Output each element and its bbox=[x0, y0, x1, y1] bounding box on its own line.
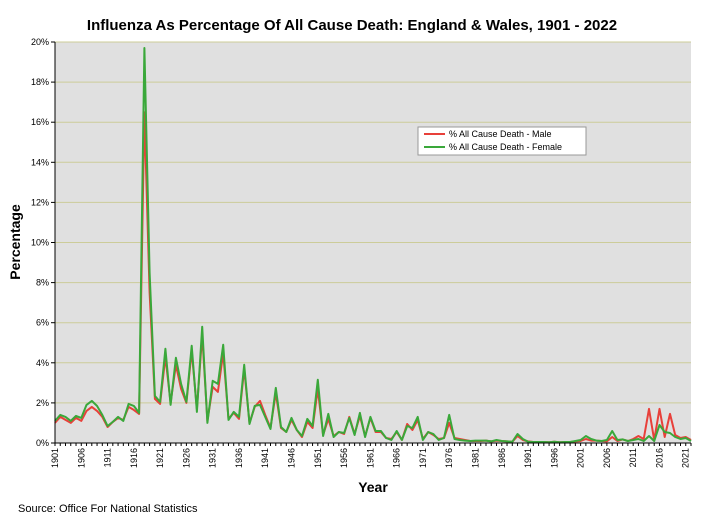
x-tick-label: 2021 bbox=[681, 448, 691, 468]
legend-box bbox=[417, 126, 587, 156]
x-tick-label: 1986 bbox=[497, 448, 507, 468]
x-tick-label: 1921 bbox=[155, 448, 165, 468]
x-tick-label: 1916 bbox=[129, 448, 139, 468]
x-tick-label: 1976 bbox=[444, 448, 454, 468]
x-tick-label: 1946 bbox=[287, 448, 297, 468]
x-tick-label: 1936 bbox=[234, 448, 244, 468]
x-axis-title: Year bbox=[358, 479, 388, 495]
gridlines bbox=[55, 41, 691, 404]
y-tick-label: 14% bbox=[31, 157, 49, 167]
y-tick-label: 10% bbox=[31, 238, 49, 248]
y-tick-label: 16% bbox=[31, 117, 49, 127]
legend-label-male: % All Cause Death - Male bbox=[449, 129, 552, 139]
x-tick-label: 1996 bbox=[549, 448, 559, 468]
y-tick-label: 18% bbox=[31, 77, 49, 87]
y-tick-label: 4% bbox=[36, 358, 49, 368]
x-tick-label: 2006 bbox=[602, 448, 612, 468]
x-tick-label: 1941 bbox=[260, 448, 270, 468]
x-tick-label: 1901 bbox=[50, 448, 60, 468]
chart-title: Influenza As Percentage Of All Cause Dea… bbox=[87, 17, 617, 34]
x-tick-label: 1951 bbox=[313, 448, 323, 468]
y-tick-label: 6% bbox=[36, 318, 49, 328]
y-axis-title: Percentage bbox=[7, 204, 23, 280]
x-tick-label: 1971 bbox=[418, 448, 428, 468]
legend: % All Cause Death - Male % All Cause Dea… bbox=[417, 126, 587, 156]
x-axis-ticks: 1901 1906 1911 1916 1921 1926 1931 1936 1941 1946… bbox=[50, 443, 692, 468]
x-tick-label: 1981 bbox=[470, 448, 480, 468]
y-tick-label: 2% bbox=[36, 398, 49, 408]
y-tick-label: 0% bbox=[36, 438, 49, 448]
x-tick-label: 1966 bbox=[392, 448, 402, 468]
series-lines bbox=[54, 47, 692, 444]
y-tick-label: 8% bbox=[36, 278, 49, 288]
x-tick-label: 2001 bbox=[576, 448, 586, 468]
x-tick-label: 1956 bbox=[339, 448, 349, 468]
source-note: Source: Office For National Statistics bbox=[18, 503, 198, 515]
y-axis-ticks: 0% 2% 4% 6% 8% 10% 12% 14% 16% 18% 20% bbox=[31, 37, 55, 448]
y-tick-label: 12% bbox=[31, 197, 49, 207]
x-tick-label: 1906 bbox=[76, 448, 86, 468]
series-line-female bbox=[54, 47, 692, 444]
x-tick-label: 2011 bbox=[628, 448, 638, 467]
x-tick-label: 1911 bbox=[103, 448, 113, 467]
x-tick-label: 2016 bbox=[654, 448, 664, 468]
x-tick-label: 1926 bbox=[181, 448, 191, 468]
legend-label-female: % All Cause Death - Female bbox=[449, 142, 562, 152]
x-tick-label: 1931 bbox=[208, 448, 218, 468]
x-tick-label: 1991 bbox=[523, 448, 533, 468]
x-tick-label: 1961 bbox=[365, 448, 375, 468]
y-tick-label: 20% bbox=[31, 37, 49, 47]
